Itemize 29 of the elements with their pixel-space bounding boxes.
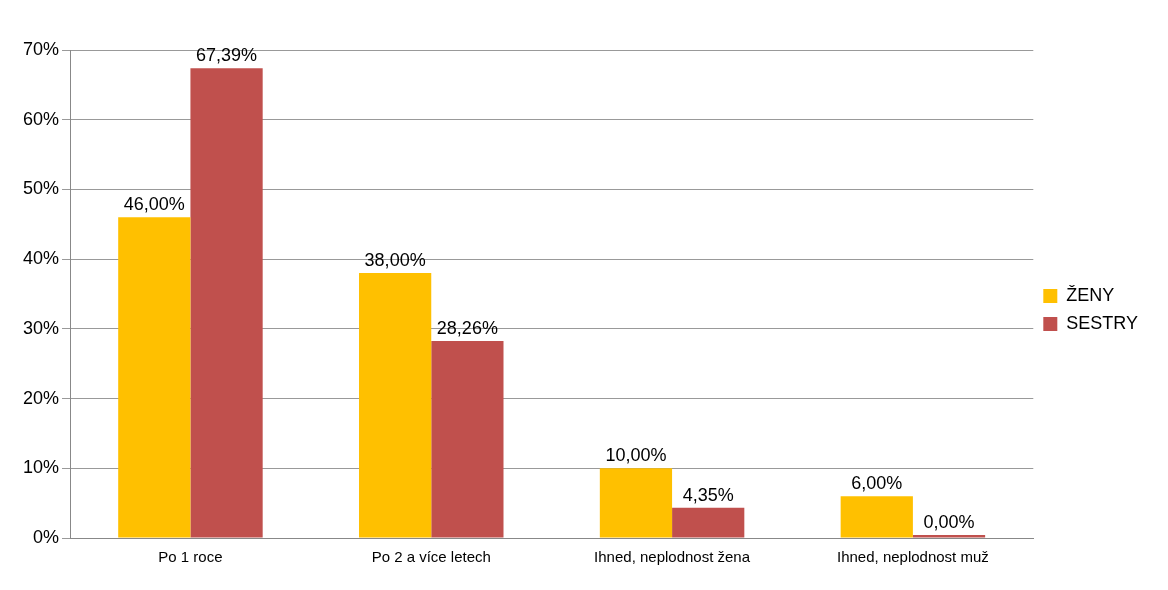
y-tick-label: 30% bbox=[23, 317, 60, 338]
y-tick-label: 10% bbox=[23, 457, 60, 478]
data-label: 28,26% bbox=[436, 317, 498, 338]
bar bbox=[599, 468, 673, 538]
bar bbox=[118, 217, 191, 538]
data-label: 6,00% bbox=[851, 473, 903, 494]
y-tick-label: 60% bbox=[23, 108, 60, 129]
bar bbox=[672, 507, 745, 538]
data-label: 46,00% bbox=[123, 194, 185, 215]
data-label: 38,00% bbox=[364, 250, 426, 271]
y-tick-label: 70% bbox=[23, 38, 60, 59]
bar bbox=[431, 340, 504, 538]
bar bbox=[840, 496, 913, 538]
legend-label: SESTRY bbox=[1066, 312, 1139, 333]
y-tick-label: 40% bbox=[23, 248, 60, 269]
x-tick-label: Po 2 a více letech bbox=[371, 548, 491, 566]
bar bbox=[359, 273, 432, 538]
x-tick-label: Po 1 roce bbox=[158, 548, 223, 566]
y-tick-label: 50% bbox=[23, 178, 60, 199]
data-label: 0,00% bbox=[923, 511, 975, 532]
x-tick-label: Ihned, neplodnost muž bbox=[837, 548, 989, 566]
data-label: 10,00% bbox=[605, 445, 667, 466]
y-tick-label: 0% bbox=[33, 526, 60, 547]
data-label: 67,39% bbox=[196, 45, 258, 66]
y-tick-label: 20% bbox=[23, 387, 60, 408]
x-tick-label: Ihned, neplodnost žena bbox=[594, 548, 751, 566]
data-label: 4,35% bbox=[682, 484, 734, 505]
legend-label: ŽENY bbox=[1066, 284, 1115, 305]
bar bbox=[190, 68, 263, 538]
